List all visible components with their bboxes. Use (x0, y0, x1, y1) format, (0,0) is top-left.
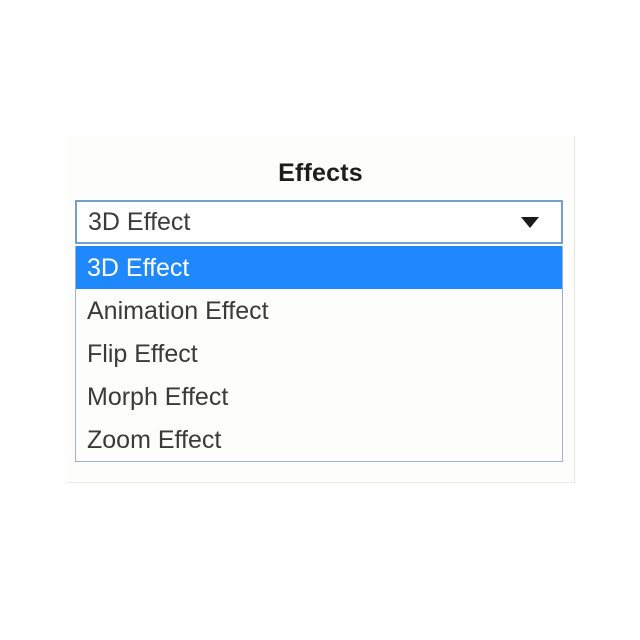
dropdown-option[interactable]: Flip Effect (76, 332, 562, 375)
dropdown-option[interactable]: Animation Effect (76, 289, 562, 332)
chevron-down-icon[interactable] (521, 216, 539, 228)
page-title: Effects (278, 159, 363, 187)
dropdown-option-label: 3D Effect (87, 253, 190, 282)
dropdown-option[interactable]: Morph Effect (76, 375, 562, 418)
dropdown-option-label: Flip Effect (87, 339, 198, 368)
dropdown-option[interactable]: 3D Effect (76, 246, 562, 289)
effects-dropdown-closed-control[interactable]: 3D Effect (75, 200, 563, 244)
dropdown-option-label: Zoom Effect (87, 425, 222, 454)
dropdown-option-label: Morph Effect (87, 382, 229, 411)
dropdown-option-label: Animation Effect (87, 296, 269, 325)
effects-dropdown-selected-value: 3D Effect (88, 208, 191, 236)
effects-dropdown-option-list[interactable]: 3D Effect Animation Effect Flip Effect Morp… (75, 246, 563, 462)
dropdown-option[interactable]: Zoom Effect (76, 418, 562, 461)
